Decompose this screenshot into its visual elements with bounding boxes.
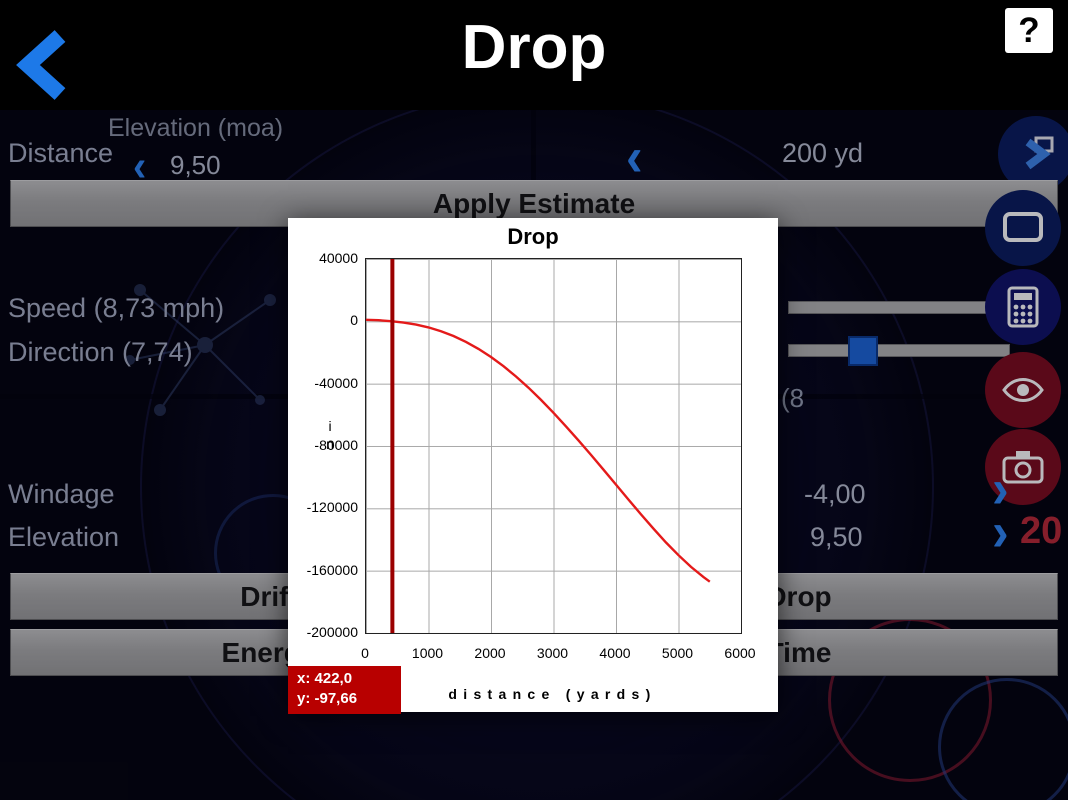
back-button[interactable]: [10, 26, 76, 104]
y-tick-label: -160000: [306, 561, 358, 578]
page-title: Drop: [461, 13, 607, 82]
x-tick-label: 5000: [661, 645, 694, 661]
chart-title: Drop: [507, 224, 559, 249]
display-button[interactable]: [985, 190, 1061, 266]
drop-chart-dialog: Drop in 40000 0 -40000 -80000 -120000 -160000…: [288, 218, 778, 714]
speed-slider-track[interactable]: [788, 301, 1010, 314]
help-icon: ?: [1018, 10, 1040, 50]
elevation-moa-prev-chevron-icon[interactable]: ‹: [133, 141, 147, 191]
windage-label: Windage: [8, 479, 115, 509]
y-tick-label: -200000: [306, 624, 358, 640]
elevation-moa-label: Elevation (moa): [108, 114, 284, 142]
title-bar: Drop ?: [0, 0, 1068, 110]
chart-plot-area[interactable]: [365, 258, 742, 634]
cursor-readout-badge: x: 422,0 y: -97,66: [288, 666, 401, 714]
windage-value: -4,00: [804, 479, 866, 509]
eye-icon: [1002, 378, 1044, 402]
camera-icon: [1002, 451, 1044, 484]
x-tick-label: 1000: [411, 645, 444, 661]
distance-prev-chevron-icon[interactable]: ‹: [626, 126, 643, 188]
elevation-next-chevron-icon[interactable]: ›: [992, 501, 1009, 563]
direction-slider-handle[interactable]: [848, 336, 878, 366]
x-axis-label: distance (yards): [448, 686, 657, 702]
send-target-icon: [1025, 136, 1054, 170]
help-button[interactable]: ?: [1005, 8, 1053, 53]
view-button[interactable]: [985, 352, 1061, 428]
y-tick-label: -40000: [314, 374, 358, 391]
overlay-number: 20: [1020, 510, 1063, 552]
cursor-y-value: y: -97,66: [297, 690, 358, 708]
elevation-value: 9,50: [810, 522, 863, 552]
calculator-button[interactable]: [985, 269, 1061, 345]
apply-estimate-label: Apply Estimate: [432, 187, 636, 219]
y-tick-label: -120000: [306, 499, 358, 516]
x-tick-label: 0: [361, 645, 369, 661]
y-tick-label: 40000: [319, 250, 358, 266]
x-tick-label: 2000: [474, 645, 506, 661]
cursor-x-value: x: 422,0: [297, 670, 353, 687]
elevation-moa-value: 9,50: [170, 150, 221, 180]
wind-direction-label: Direction (7,74): [8, 337, 193, 367]
calculator-icon: [1007, 286, 1039, 328]
distance-value: 200 yd: [782, 138, 864, 168]
y-axis-label: in: [322, 418, 338, 454]
windage-next-chevron-icon[interactable]: ›: [992, 458, 1009, 520]
drop-curve: [366, 259, 711, 633]
elevation-label: Elevation: [8, 522, 120, 552]
y-tick-label: 0: [350, 312, 358, 329]
x-tick-label: 4000: [599, 645, 631, 661]
monitor-icon: [1003, 212, 1043, 242]
direction-slider-track[interactable]: [788, 344, 1010, 357]
wind-speed-label: Speed (8,73 mph): [8, 293, 225, 323]
distance-label: Distance: [8, 138, 114, 168]
x-tick-label: 3000: [536, 645, 569, 661]
y-tick-label: -80000: [314, 437, 358, 453]
distance-next-button[interactable]: [998, 116, 1068, 192]
direction-value-fragment: (8: [781, 383, 805, 413]
x-tick-label: 6000: [724, 645, 756, 661]
back-icon: [16, 30, 66, 100]
camera-button[interactable]: [985, 429, 1061, 505]
blue-ring-decoration: [938, 678, 1068, 800]
